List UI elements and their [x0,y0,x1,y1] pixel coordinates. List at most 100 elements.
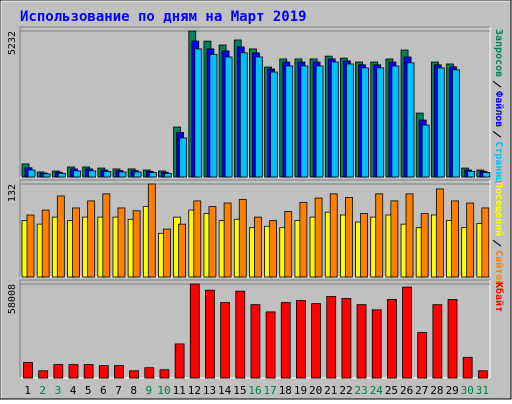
x-tick-label: 21 [324,384,337,397]
x-tick-label: 7 [115,384,122,397]
bar [224,56,233,178]
x-tick-label: 8 [130,384,137,397]
bar [53,364,64,379]
bar [174,343,185,379]
bar [193,200,202,278]
bar [315,65,324,178]
bar [482,172,491,178]
bar [296,300,306,379]
bar [179,137,188,178]
legend: Запросов Файлов Страниц [493,29,505,183]
x-tick-label: 12 [188,384,201,397]
x-tick-label: 3 [55,384,62,397]
bar [56,195,65,278]
bar [102,193,111,278]
bar [405,193,414,278]
legend-entry: Сайтов [493,250,505,286]
x-tick-label: 31 [476,384,489,397]
bar [133,171,142,178]
bar [326,295,337,379]
bar [129,370,140,379]
bar [26,214,35,278]
x-tick-label: 26 [400,384,413,397]
bar [314,197,323,278]
bar [481,207,490,278]
x-tick-label: 27 [415,384,428,397]
bar [402,286,412,379]
bar [452,69,460,178]
x-tick-label: 14 [218,384,232,397]
y-tick-label: 132 [7,184,18,202]
bar [435,188,444,278]
bar [208,206,217,278]
bar [406,62,415,178]
x-tick-label: 23 [355,384,368,397]
bar [255,56,263,178]
bar [239,52,248,178]
x-tick-label: 6 [100,384,107,397]
bar [371,309,382,379]
bar [178,223,187,278]
legend-entry: Кбайт [493,282,505,312]
bar [194,48,203,178]
x-tick-label: 30 [461,384,474,397]
bar [117,207,126,278]
x-tick-label: 11 [173,384,186,397]
bar [265,311,276,379]
x-tick-label: 19 [294,384,307,397]
bar [311,303,321,379]
legend: Кбайт [493,282,505,312]
x-tick-label: 24 [370,384,384,397]
bar [432,304,443,379]
x-tick-label: 28 [430,384,443,397]
bar [144,367,155,379]
bar [223,202,232,278]
x-tick-label: 20 [309,384,322,397]
bar [72,207,80,278]
x-tick-label: 16 [248,384,261,397]
bar [57,172,66,178]
bar [147,183,156,278]
x-tick-label: 1 [24,384,31,397]
y-tick-label: 58008 [7,284,18,314]
bar [285,65,294,178]
bar [114,365,124,379]
bar [341,298,352,379]
bar [23,362,33,379]
bar [270,71,278,178]
legend-separator [492,130,502,138]
bar [159,369,170,379]
x-tick-label: 9 [146,384,153,397]
legend-entry: Файлов [493,91,505,127]
bar [421,124,430,178]
bar [417,332,428,379]
bar [27,169,36,178]
x-tick-label: 25 [385,384,398,397]
bar [386,299,397,379]
bar [73,170,81,178]
bar [164,172,172,178]
bar [209,54,218,178]
legend: Посещений Сайтов [493,182,505,286]
x-tick-label: 13 [203,384,216,397]
bar [329,193,338,278]
bar [300,65,309,178]
x-tick-label: 10 [157,384,170,397]
x-tick-label: 4 [70,384,77,397]
bar [376,67,385,178]
chart-title: Использование по дням на Март 2019 [20,9,307,25]
bar [451,200,459,278]
x-tick-label: 17 [264,384,277,397]
bar [118,171,127,178]
bar [466,202,475,278]
bar [360,213,368,278]
x-tick-label: 5 [85,384,92,397]
bar [254,216,262,278]
bar [220,302,230,379]
bar [299,201,308,278]
bar [42,173,51,178]
legend-entry: Посещений [493,182,505,236]
legend-entry: Страниц [493,141,504,183]
bar [436,67,445,178]
bar [356,304,367,379]
